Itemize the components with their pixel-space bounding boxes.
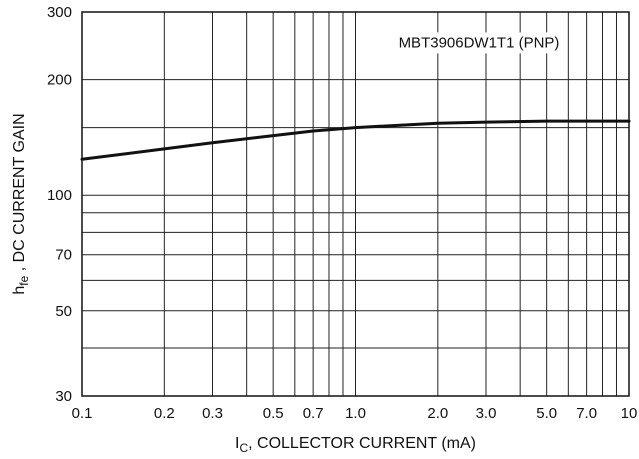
x-tick-label: 0.5: [263, 405, 284, 422]
y-axis-title-main: h: [11, 286, 28, 295]
x-tick-label: 5.0: [536, 405, 557, 422]
annotation-background: [392, 32, 566, 54]
x-tick-label: 3.0: [476, 405, 497, 422]
x-tick-label: 1.0: [345, 405, 366, 422]
y-tick-label: 300: [47, 4, 72, 21]
x-tick-label: 7.0: [576, 405, 597, 422]
x-tick-label: 0.3: [202, 405, 223, 422]
y-tick-label: 100: [47, 187, 72, 204]
y-axis-title-sub: fe: [17, 275, 31, 285]
x-tick-label: 10: [621, 405, 638, 422]
x-axis-title-main: I: [235, 435, 239, 452]
x-tick-label: 0.1: [72, 405, 93, 422]
series-line-1: [80, 119, 631, 161]
x-tick-labels: 0.1 0.2 0.3 0.5 0.7 1.0 2.0 3.0 5.0 7.0 10: [72, 405, 638, 422]
annotation-group: MBT3906DW1T1 (PNP): [392, 32, 566, 54]
y-tick-label: 200: [47, 72, 72, 89]
x-tick-label: 0.2: [154, 405, 175, 422]
annotation-label: MBT3906DW1T1 (PNP): [399, 34, 560, 51]
y-tick-label: 70: [55, 247, 72, 264]
x-axis-title: IC, COLLECTOR CURRENT (mA): [235, 435, 476, 455]
y-tick-labels: 30 50 70 100 200 300: [47, 4, 72, 405]
y-axis-title-rest: , DC CURRENT GAIN: [11, 113, 28, 275]
x-tick-label: 2.0: [427, 405, 448, 422]
y-tick-label: 50: [55, 303, 72, 320]
x-tick-label: 0.7: [303, 405, 324, 422]
series-group: [80, 119, 631, 161]
y-axis-title: hfe , DC CURRENT GAIN: [11, 113, 31, 294]
x-axis-title-rest: , COLLECTOR CURRENT (mA): [248, 435, 476, 452]
grid-lines: [81, 11, 630, 397]
x-axis-title-sub: C: [239, 441, 248, 455]
plot-frame: [81, 11, 630, 397]
y-tick-label: 30: [55, 388, 72, 405]
